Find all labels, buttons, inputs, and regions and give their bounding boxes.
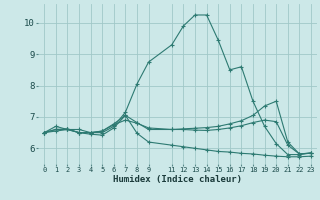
X-axis label: Humidex (Indice chaleur): Humidex (Indice chaleur) <box>113 175 242 184</box>
